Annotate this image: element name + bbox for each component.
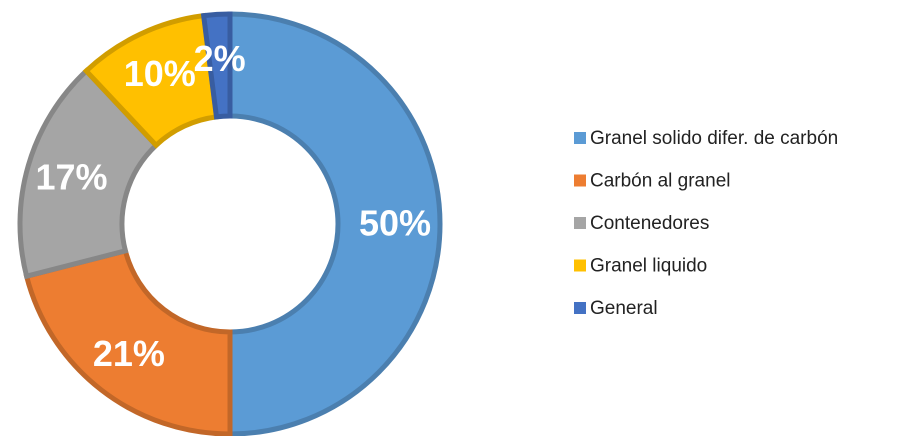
data-label: 17%	[36, 156, 108, 197]
legend-label: General	[590, 298, 658, 319]
legend-label: Carbón al granel	[590, 171, 730, 192]
legend-swatch	[574, 132, 586, 144]
donut-segment	[200, 11, 233, 120]
donut-segment	[23, 247, 233, 436]
legend-label: Granel solido difer. de carbón	[590, 128, 838, 149]
data-label: 50%	[359, 203, 431, 244]
legend-label: Contenedores	[590, 213, 709, 234]
legend-swatch	[574, 217, 586, 229]
legend-label: Granel liquido	[590, 256, 707, 277]
legend-swatch	[574, 259, 586, 272]
legend-swatch	[574, 302, 586, 314]
legend-swatch	[574, 174, 586, 187]
donut-segment	[17, 67, 160, 280]
data-label: 10%	[124, 53, 196, 94]
donut-segment	[227, 11, 443, 436]
data-label: 21%	[93, 333, 165, 374]
data-label: 2%	[194, 38, 246, 79]
